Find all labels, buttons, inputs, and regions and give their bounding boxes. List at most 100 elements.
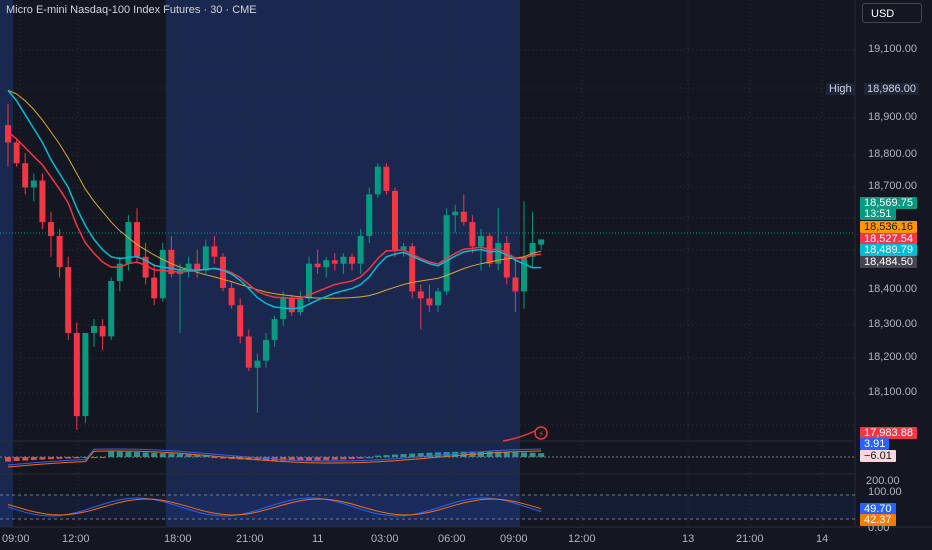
time-axis-label: 12:00	[568, 533, 596, 545]
candle-body	[340, 256, 347, 264]
candle-body	[271, 319, 278, 340]
time-axis-label: 14	[816, 533, 829, 545]
candle-body	[202, 246, 209, 271]
macd-bar	[538, 453, 545, 457]
candle-body	[82, 332, 89, 417]
macd-bar	[435, 452, 441, 457]
candle-body	[142, 256, 149, 278]
macd-bar	[374, 455, 381, 457]
macd-bar	[426, 452, 433, 457]
candle-body	[99, 326, 106, 337]
candle-body	[56, 235, 63, 268]
macd-bar	[486, 451, 493, 457]
macd-bar	[503, 451, 510, 457]
price-tag: 18,569.75	[860, 197, 917, 209]
price-axis-label: 18,800.00	[868, 148, 917, 160]
macd-bar	[65, 457, 72, 459]
candle-body	[503, 242, 510, 278]
macd-bar	[108, 451, 115, 457]
candle-body	[211, 246, 218, 257]
macd-bar	[91, 457, 97, 459]
macd-bar	[48, 457, 54, 460]
time-axis-label: 12:00	[62, 533, 90, 545]
macd-bar	[452, 451, 459, 457]
stoch-k-tag: 49.70	[860, 503, 896, 515]
candle-body	[349, 256, 355, 264]
macd-bar	[383, 455, 390, 457]
macd-bar	[331, 457, 338, 460]
candle-body	[73, 332, 80, 417]
chart-title: Micro E-mini Nasdaq-100 Index Futures · …	[6, 4, 257, 16]
macd-bar	[168, 453, 175, 457]
candles-group	[5, 104, 545, 430]
candle-body	[383, 166, 390, 191]
macd-bar	[417, 453, 424, 457]
currency-button[interactable]: USD	[862, 3, 922, 23]
candle-body	[469, 222, 476, 247]
moving-average-slow-line	[7, 89, 542, 299]
alert-bolt-icon: ⚡	[538, 430, 544, 440]
candle-body	[452, 211, 459, 216]
candle-body	[65, 267, 72, 333]
candle-body	[512, 277, 519, 292]
macd-bar	[116, 451, 123, 457]
macd-bar	[314, 457, 321, 461]
price-tag: 18,536.16	[860, 221, 917, 233]
macd-bar	[194, 455, 201, 457]
stoch-d-line	[7, 498, 542, 516]
macd-bar	[254, 457, 261, 461]
macd-bar	[529, 452, 536, 457]
candle-body	[521, 256, 527, 292]
candle-body	[151, 277, 158, 299]
macd-bar	[13, 457, 20, 462]
candle-body	[314, 263, 321, 268]
candle-body	[22, 163, 29, 188]
macd-bar	[460, 451, 467, 457]
price-tag: 13:51	[860, 208, 896, 220]
candle-body	[400, 246, 407, 250]
time-axis-label: 09:00	[500, 533, 528, 545]
candle-body	[366, 194, 373, 236]
stoch-axis-label: 100.00	[868, 486, 902, 498]
moving-average-fast-line	[7, 131, 542, 300]
macd-bar	[142, 452, 149, 457]
high-value: 18,986.00	[864, 83, 919, 95]
macd-bar	[220, 457, 226, 459]
macd-signal-tag: −6.01	[860, 450, 896, 462]
macd-bar	[99, 457, 106, 458]
candle-body	[478, 235, 484, 247]
candle-body	[194, 263, 201, 271]
candle-body	[91, 326, 97, 333]
moving-average-mid-line	[7, 89, 542, 310]
candle-body	[331, 260, 338, 264]
price-axis-label: 18,400.00	[868, 283, 917, 295]
candle-body	[417, 291, 424, 299]
high-label: High	[826, 83, 855, 95]
macd-bar	[366, 457, 373, 459]
candle-body	[323, 260, 330, 268]
macd-bar	[349, 457, 355, 460]
macd-bar	[39, 457, 46, 460]
candle-body	[30, 180, 37, 188]
macd-value-tag: 3.91	[860, 438, 890, 450]
candle-body	[245, 336, 252, 368]
alert-icon	[534, 426, 548, 440]
candle-body	[297, 298, 304, 313]
candle-body	[435, 291, 441, 306]
macd-bar	[134, 452, 140, 457]
candle-body	[134, 222, 140, 257]
macd-bar	[521, 452, 527, 457]
volume-price-tag: 17,983.88	[860, 427, 917, 439]
macd-bar	[400, 454, 407, 457]
time-axis-label: 09:00	[2, 533, 30, 545]
session-band-1	[0, 0, 13, 527]
macd-axis-label: 200.00	[866, 475, 900, 487]
candle-body	[374, 166, 381, 195]
time-axis-label: 21:00	[236, 533, 264, 545]
stoch-k-line	[7, 497, 542, 517]
candle-body	[125, 222, 132, 264]
candle-body	[288, 298, 295, 313]
macd-bar	[82, 457, 89, 459]
macd-bar	[495, 451, 502, 457]
